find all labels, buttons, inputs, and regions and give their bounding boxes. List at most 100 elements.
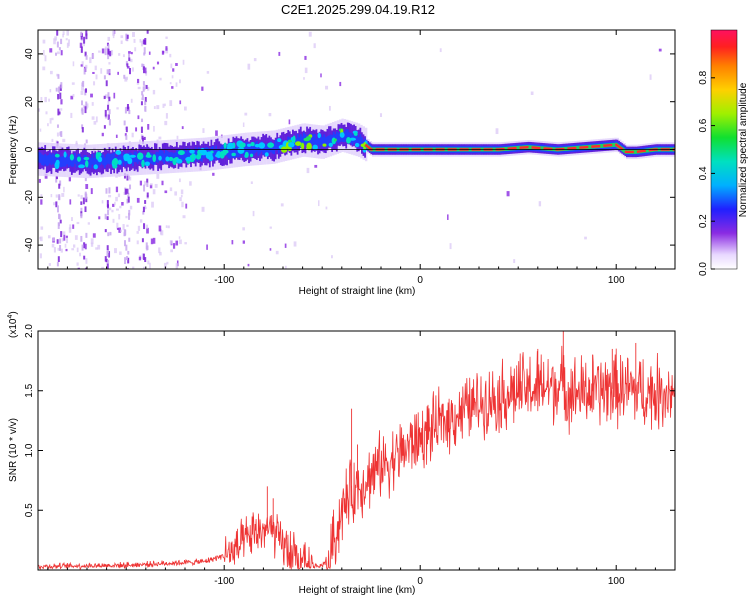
noise-cell xyxy=(185,203,188,209)
ridge-core xyxy=(302,132,305,143)
noise-cell xyxy=(51,138,54,142)
noise-stripe xyxy=(57,108,60,116)
noise-cell xyxy=(39,253,42,259)
noise-stripe xyxy=(85,101,88,107)
noise-cell xyxy=(132,266,135,269)
snr-panel: -100 0 100 0.5 1.0 1.5 2.0 Height of straight … xyxy=(7,311,676,596)
noise-stripe xyxy=(107,104,110,111)
noise-stripe xyxy=(143,223,146,230)
noise-cell xyxy=(60,50,63,56)
noise-cell xyxy=(71,248,75,251)
noise-cell xyxy=(154,183,158,188)
noise-cell xyxy=(181,126,184,130)
ridge-core xyxy=(343,131,346,143)
noise-stripe xyxy=(128,57,131,62)
ridge-core xyxy=(74,153,76,164)
noise-cell xyxy=(81,61,84,68)
ridge-core xyxy=(166,150,169,162)
noise-cell xyxy=(49,70,53,75)
ridge-core xyxy=(121,155,123,167)
ridge-core xyxy=(257,145,260,156)
colorbar-tick-label: 0.6 xyxy=(698,118,709,132)
noise-cell xyxy=(206,71,210,74)
noise-stripe xyxy=(84,51,87,57)
noise-cell xyxy=(94,65,97,71)
noise-cell xyxy=(175,63,178,66)
snr-multiplier-exponent: 4 xyxy=(7,315,14,319)
noise-cell xyxy=(165,113,168,119)
noise-stripe xyxy=(103,125,106,129)
noise-cell xyxy=(95,116,98,123)
noise-stripe xyxy=(106,69,109,75)
noise-cell xyxy=(87,222,90,225)
noise-cell xyxy=(71,217,73,221)
noise-stripe xyxy=(109,50,112,57)
ridge-core xyxy=(359,134,362,145)
noise-stripe xyxy=(104,109,107,117)
noise-cell xyxy=(40,199,43,205)
ridge-blob xyxy=(69,154,75,161)
noise-stripe xyxy=(123,240,126,247)
noise-cell xyxy=(65,237,69,244)
noise-cell xyxy=(165,46,168,51)
ridge-core xyxy=(215,145,217,157)
noise-cell xyxy=(153,106,156,110)
noise-stripe xyxy=(58,111,61,115)
noise-stripe xyxy=(59,180,62,186)
noise-cell xyxy=(53,247,56,253)
noise-stripe xyxy=(143,136,146,141)
noise-cell xyxy=(91,116,95,120)
noise-cell xyxy=(95,74,98,80)
ridge-blob xyxy=(189,149,195,154)
spectrogram-marks xyxy=(38,30,675,269)
noise-cell xyxy=(513,259,516,264)
noise-stripe xyxy=(59,245,62,251)
ridge-core xyxy=(106,153,109,164)
ridge-core xyxy=(69,155,72,166)
noise-stripe xyxy=(144,257,147,263)
noise-cell xyxy=(84,243,87,250)
noise-cell xyxy=(146,227,149,234)
noise-stripe xyxy=(143,66,146,74)
noise-stripe xyxy=(84,193,87,199)
noise-cell xyxy=(83,42,85,47)
ridge-blob xyxy=(227,142,235,150)
noise-stripe xyxy=(56,262,59,267)
ridge-core xyxy=(67,156,70,168)
y-tick-label: 0.5 xyxy=(24,503,35,517)
noise-cell xyxy=(97,244,101,250)
noise-stripe xyxy=(141,94,144,101)
noise-stripe xyxy=(106,263,109,269)
ridge-core xyxy=(324,137,327,148)
colorbar-tick-label: 0.8 xyxy=(698,70,709,84)
noise-stripe xyxy=(105,188,108,194)
noise-stripe xyxy=(107,259,110,264)
ridge-core xyxy=(56,153,59,165)
ridge-blob xyxy=(237,146,245,154)
ridge-core xyxy=(70,156,73,167)
ridge-core xyxy=(246,141,249,153)
noise-cell xyxy=(152,189,156,195)
spectrogram-y-label: Frequency (Hz) xyxy=(8,116,19,185)
noise-stripe xyxy=(55,175,58,180)
snr-y-label: SNR (10 * v/v) xyxy=(8,418,19,482)
noise-cell xyxy=(56,51,60,55)
ridge-core xyxy=(317,134,319,145)
ridge-core xyxy=(306,136,308,147)
ridge-core xyxy=(83,154,86,166)
ridge-blob xyxy=(223,142,227,149)
noise-cell xyxy=(161,180,164,186)
noise-cell xyxy=(169,100,173,107)
noise-stripe xyxy=(146,182,149,188)
ridge-blob xyxy=(136,152,144,160)
noise-cell xyxy=(247,63,251,70)
noise-cell xyxy=(275,250,279,255)
noise-cell xyxy=(447,214,449,220)
noise-cell xyxy=(42,66,46,71)
noise-cell xyxy=(174,191,178,196)
ridge-core xyxy=(252,144,255,156)
noise-cell xyxy=(162,103,165,108)
noise-stripe xyxy=(125,135,128,140)
ridge-core xyxy=(345,129,348,140)
noise-stripe xyxy=(85,33,88,40)
